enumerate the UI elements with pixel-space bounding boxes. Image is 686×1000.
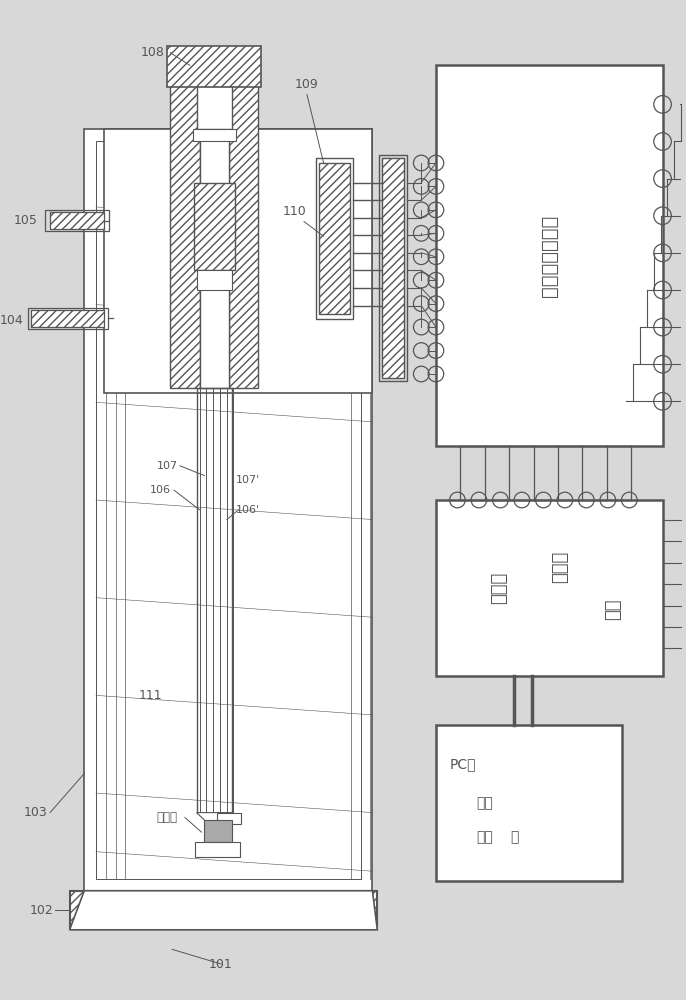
Bar [193, 129, 236, 141]
Bar [195, 842, 239, 857]
Text: 110: 110 [283, 205, 306, 218]
Text: 机软: 机软 [476, 830, 493, 844]
Bar [436, 65, 663, 446]
Text: 104: 104 [0, 314, 24, 327]
Bar [200, 129, 229, 388]
Bar [382, 158, 403, 378]
Bar [69, 891, 377, 928]
Bar [197, 388, 232, 813]
Bar [170, 85, 200, 388]
Text: 109: 109 [295, 78, 319, 91]
Text: 集卡: 集卡 [604, 598, 622, 620]
Bar [229, 85, 258, 388]
Bar [167, 46, 261, 87]
Bar [379, 155, 407, 381]
Bar [197, 85, 232, 129]
Bar [27, 308, 108, 329]
Bar [104, 129, 372, 393]
Bar [316, 158, 353, 319]
Text: 107: 107 [156, 461, 178, 471]
Text: 样品台: 样品台 [156, 811, 177, 824]
Bar [96, 141, 361, 879]
Text: 103: 103 [23, 806, 47, 819]
Text: 106': 106' [236, 505, 261, 515]
Text: 件: 件 [510, 830, 518, 844]
Bar [436, 500, 663, 676]
Text: 采集控制电路板: 采集控制电路板 [540, 215, 558, 297]
Text: 数据采: 数据采 [552, 551, 569, 583]
Text: 高精度: 高精度 [490, 572, 508, 604]
Text: 111: 111 [139, 689, 163, 702]
Text: 107': 107' [236, 475, 261, 485]
Polygon shape [69, 891, 377, 930]
Text: 106: 106 [150, 485, 171, 495]
Text: 101: 101 [209, 958, 233, 971]
Bar [436, 725, 622, 881]
Polygon shape [197, 813, 232, 832]
Bar [204, 820, 232, 842]
Bar [217, 813, 241, 824]
Bar [197, 270, 232, 290]
Bar [31, 310, 104, 327]
Bar [45, 210, 108, 231]
Bar [319, 163, 350, 314]
Text: 上位: 上位 [476, 796, 493, 810]
Text: 105: 105 [14, 214, 37, 227]
Bar [50, 212, 104, 229]
Bar [193, 183, 235, 270]
Text: 102: 102 [29, 904, 53, 917]
Bar [84, 129, 372, 891]
Text: PC端: PC端 [450, 757, 477, 771]
Text: 108: 108 [141, 46, 165, 59]
